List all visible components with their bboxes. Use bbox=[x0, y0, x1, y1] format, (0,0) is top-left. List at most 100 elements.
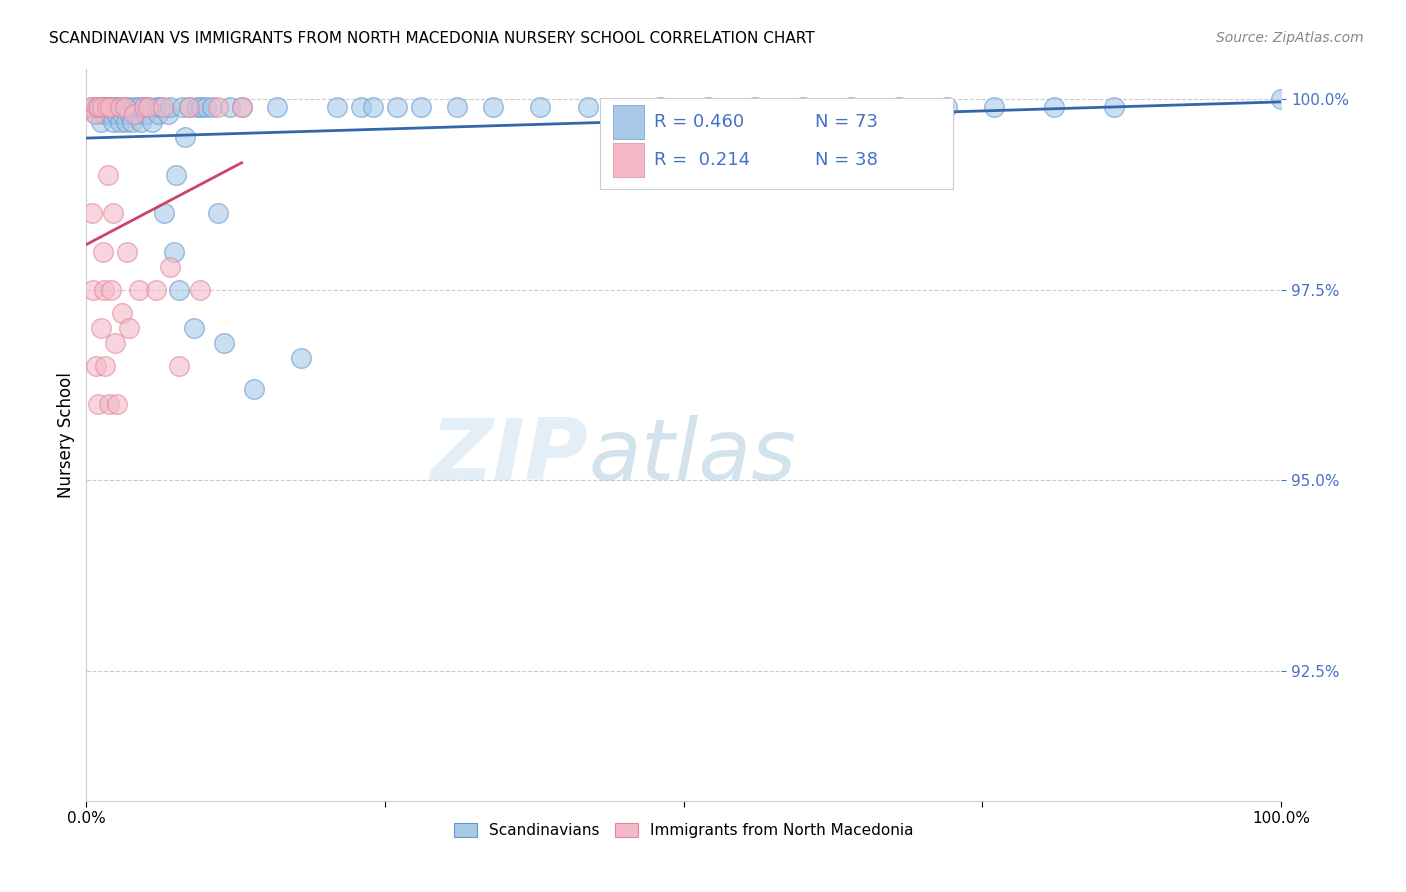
Point bbox=[170, 100, 193, 114]
Point bbox=[696, 100, 718, 114]
Point bbox=[104, 336, 127, 351]
Point bbox=[290, 351, 312, 366]
FancyBboxPatch shape bbox=[613, 105, 644, 139]
Point bbox=[117, 100, 139, 114]
Point bbox=[169, 359, 191, 373]
Point bbox=[792, 100, 814, 114]
Point bbox=[93, 283, 115, 297]
Point bbox=[141, 115, 163, 129]
Point bbox=[84, 107, 107, 121]
Point bbox=[446, 100, 468, 114]
Point bbox=[89, 100, 111, 114]
Point bbox=[177, 100, 200, 114]
Point bbox=[80, 100, 103, 114]
Point bbox=[529, 100, 551, 114]
Point bbox=[100, 107, 122, 121]
Point bbox=[138, 100, 160, 114]
Point bbox=[93, 107, 115, 121]
Point bbox=[82, 283, 104, 297]
Point bbox=[135, 107, 157, 121]
Point bbox=[146, 107, 169, 121]
Point bbox=[152, 100, 174, 114]
Point bbox=[231, 100, 253, 114]
Point bbox=[159, 260, 181, 274]
Point bbox=[118, 107, 141, 121]
Point bbox=[326, 100, 349, 114]
Point bbox=[83, 107, 105, 121]
Point bbox=[207, 100, 229, 114]
Legend: Scandinavians, Immigrants from North Macedonia: Scandinavians, Immigrants from North Mac… bbox=[447, 817, 920, 845]
Point bbox=[194, 100, 217, 114]
Point bbox=[111, 305, 134, 319]
Point bbox=[481, 100, 503, 114]
Point bbox=[111, 107, 134, 121]
Point bbox=[128, 283, 150, 297]
Point bbox=[128, 100, 150, 114]
Point bbox=[648, 100, 671, 114]
Point bbox=[87, 397, 110, 411]
Point bbox=[138, 100, 160, 114]
Point bbox=[744, 100, 766, 114]
Point bbox=[212, 336, 235, 351]
Point bbox=[108, 115, 131, 129]
Point bbox=[98, 100, 121, 114]
Point bbox=[1102, 100, 1125, 114]
Point bbox=[98, 100, 121, 114]
Point bbox=[165, 169, 187, 183]
Point bbox=[125, 107, 148, 121]
Point bbox=[91, 100, 114, 114]
Point bbox=[201, 100, 224, 114]
Point bbox=[183, 321, 205, 335]
Y-axis label: Nursery School: Nursery School bbox=[58, 372, 75, 498]
Text: SCANDINAVIAN VS IMMIGRANTS FROM NORTH MACEDONIA NURSERY SCHOOL CORRELATION CHART: SCANDINAVIAN VS IMMIGRANTS FROM NORTH MA… bbox=[49, 31, 815, 46]
Point bbox=[84, 359, 107, 373]
Point bbox=[1270, 92, 1292, 106]
Point bbox=[576, 100, 599, 114]
Text: R = 0.460: R = 0.460 bbox=[654, 113, 744, 131]
Point bbox=[105, 107, 128, 121]
Point bbox=[105, 100, 128, 114]
Point bbox=[87, 100, 110, 114]
Point bbox=[90, 100, 112, 114]
Point bbox=[90, 115, 112, 129]
Point bbox=[839, 100, 862, 114]
FancyBboxPatch shape bbox=[600, 98, 952, 189]
Point bbox=[94, 359, 117, 373]
Point bbox=[114, 100, 136, 114]
Point bbox=[129, 115, 152, 129]
Point bbox=[385, 100, 408, 114]
Point bbox=[177, 100, 200, 114]
Point bbox=[100, 283, 122, 297]
Point bbox=[935, 100, 957, 114]
Point bbox=[145, 283, 167, 297]
Point bbox=[122, 107, 145, 121]
Point bbox=[153, 206, 176, 220]
Text: R =  0.214: R = 0.214 bbox=[654, 151, 749, 169]
Point bbox=[159, 100, 181, 114]
Text: Source: ZipAtlas.com: Source: ZipAtlas.com bbox=[1216, 31, 1364, 45]
Text: ZIP: ZIP bbox=[430, 415, 588, 498]
Point bbox=[97, 100, 120, 114]
Point bbox=[156, 107, 179, 121]
Point bbox=[90, 321, 112, 335]
Point bbox=[132, 100, 155, 114]
Point bbox=[96, 100, 118, 114]
Point bbox=[115, 244, 138, 259]
Point bbox=[101, 115, 124, 129]
Point bbox=[118, 321, 141, 335]
Point bbox=[409, 100, 432, 114]
Point bbox=[149, 100, 172, 114]
Point bbox=[121, 115, 143, 129]
Point bbox=[1043, 100, 1066, 114]
Point bbox=[361, 100, 384, 114]
Point bbox=[174, 130, 197, 145]
Point bbox=[266, 100, 288, 114]
Point bbox=[101, 206, 124, 220]
Point bbox=[98, 397, 121, 411]
Point bbox=[190, 100, 212, 114]
Text: atlas: atlas bbox=[588, 415, 796, 498]
Text: N = 38: N = 38 bbox=[815, 151, 877, 169]
Point bbox=[242, 382, 264, 396]
Point bbox=[82, 206, 104, 220]
Point bbox=[169, 283, 191, 297]
